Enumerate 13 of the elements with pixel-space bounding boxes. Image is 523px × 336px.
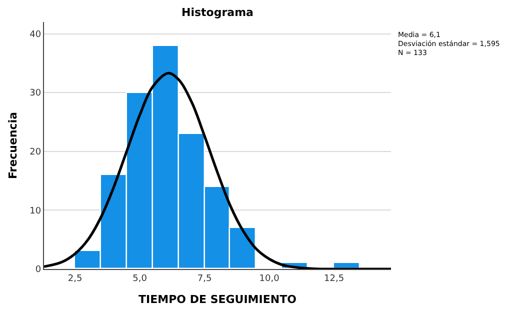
x-axis-title: TIEMPO DE SEGUIMIENTO bbox=[138, 293, 296, 306]
y-tick-label: 40 bbox=[30, 30, 42, 40]
x-tick-label: 2,5 bbox=[68, 274, 82, 284]
x-tick-label: 5,0 bbox=[132, 274, 148, 284]
x-tick-label: 7,5 bbox=[197, 274, 212, 284]
y-tick-label: 0 bbox=[35, 265, 42, 276]
y-axis-title: Frecuencia bbox=[6, 112, 20, 180]
y-tick-label: 30 bbox=[30, 88, 42, 99]
y-tick-label: 10 bbox=[30, 206, 42, 216]
x-tick-label: 10,0 bbox=[259, 274, 280, 284]
x-tick-label: 12,5 bbox=[324, 274, 344, 284]
y-tick-label: 20 bbox=[30, 148, 42, 158]
chart-title: Histograma bbox=[182, 6, 254, 20]
